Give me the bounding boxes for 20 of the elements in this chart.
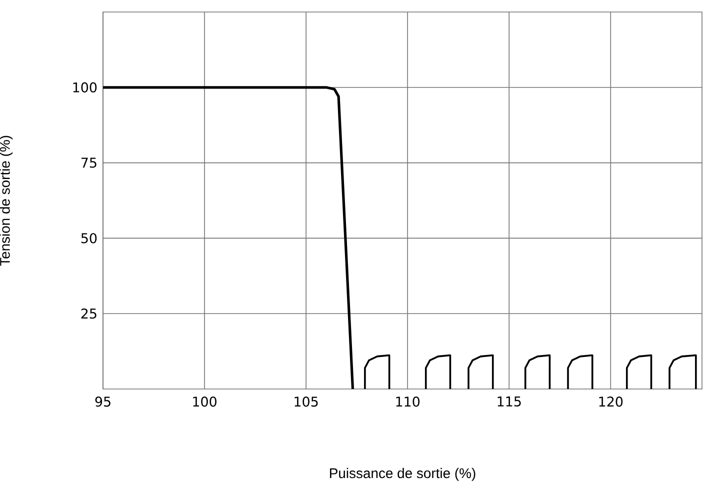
y-axis-title: Tension de sortie (%) (0, 136, 13, 266)
y-tick-label: 25 (81, 308, 96, 319)
x-tick-label: 100 (193, 396, 216, 407)
line-series (668, 354, 697, 389)
y-tick-label: 50 (81, 233, 97, 244)
x-tick-label: 105 (294, 396, 318, 407)
y-tick-label: 75 (81, 158, 96, 168)
x-tick-label: 110 (396, 396, 420, 407)
x-tick-label: 115 (498, 396, 521, 407)
line-series (524, 354, 551, 389)
x-axis-title: Puissance de sortie (%) (330, 468, 476, 481)
x-tick-label: 95 (95, 396, 110, 407)
line-series (468, 354, 494, 389)
y-tick-label: 100 (73, 82, 97, 92)
line-series (567, 354, 594, 389)
line-series (103, 86, 354, 389)
line-series (424, 354, 452, 389)
line-series (626, 354, 652, 389)
line-series (364, 354, 390, 389)
x-tick-label: 120 (599, 396, 623, 407)
